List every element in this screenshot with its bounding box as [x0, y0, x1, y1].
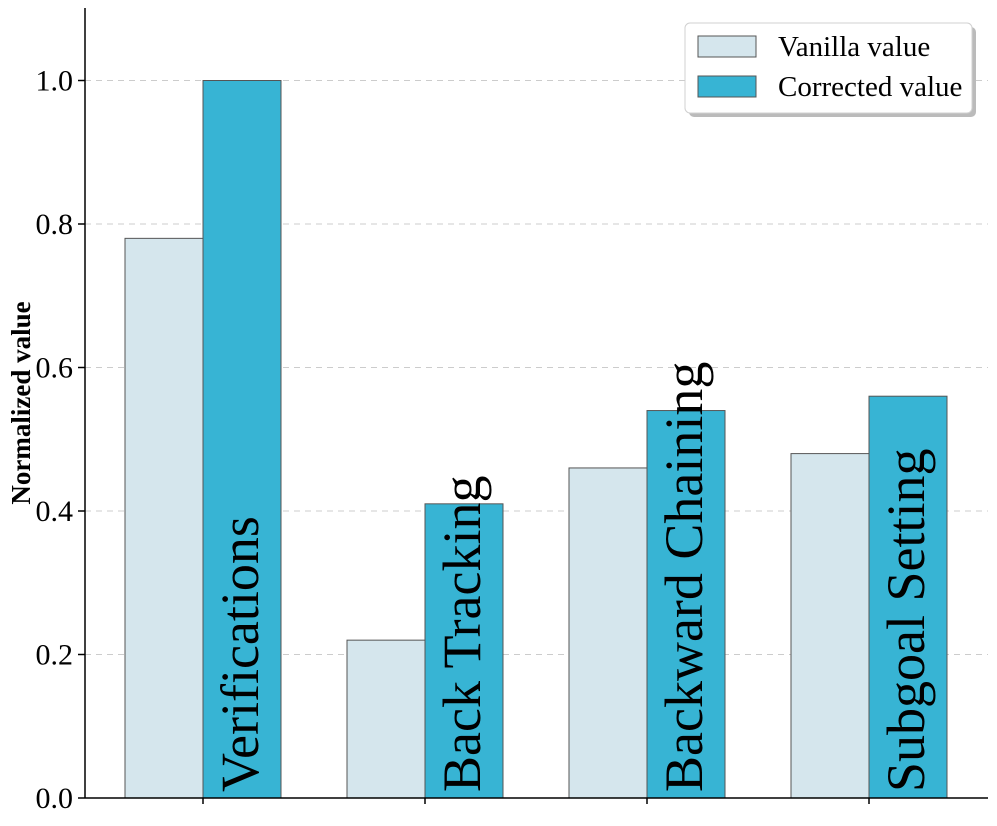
legend: Vanilla value Corrected value: [684, 22, 976, 117]
y-axis-label: Normalized value: [6, 301, 36, 504]
x-ticks: [202, 798, 870, 804]
y-tick-label: 0.4: [36, 495, 74, 528]
y-tick-label: 1.0: [36, 65, 74, 98]
y-tick-label: 0.6: [36, 352, 74, 385]
bar-corrected-value-back-tracking: [424, 503, 504, 799]
category-label-back-tracking: Back Tracking: [432, 476, 492, 793]
y-tick-label: 0.8: [36, 208, 74, 241]
legend-frame: [684, 22, 973, 114]
category-label-verifications: Verifications: [210, 516, 270, 792]
bar-vanilla-value-subgoal-setting: [790, 453, 870, 799]
category-label-subgoal-setting: Subgoal Setting: [876, 448, 936, 792]
bar-vanilla-value-verifications: [124, 237, 204, 799]
axes: [84, 8, 988, 799]
bar-corrected-value-backward-chaining: [646, 410, 726, 799]
legend-swatch-vanilla: [697, 35, 757, 58]
category-label-backward-chaining: Backward Chaining: [654, 362, 714, 792]
y-tick-label: 0.2: [36, 639, 74, 672]
bars: [124, 80, 948, 799]
y-ticks: 0.0 0.2 0.4 0.6 0.8 1.0: [36, 65, 85, 815]
bar-corrected-value-verifications: [202, 80, 282, 799]
legend-label-vanilla: Vanilla value: [778, 31, 930, 63]
category-labels: Verifications Back Tracking Backward Chain…: [210, 362, 936, 792]
y-tick-label: 0.0: [36, 782, 74, 815]
legend-label-corrected: Corrected value: [778, 71, 962, 103]
bar-vanilla-value-back-tracking: [346, 639, 426, 799]
legend-swatch-corrected: [697, 75, 757, 98]
bar-vanilla-value-backward-chaining: [568, 467, 648, 799]
